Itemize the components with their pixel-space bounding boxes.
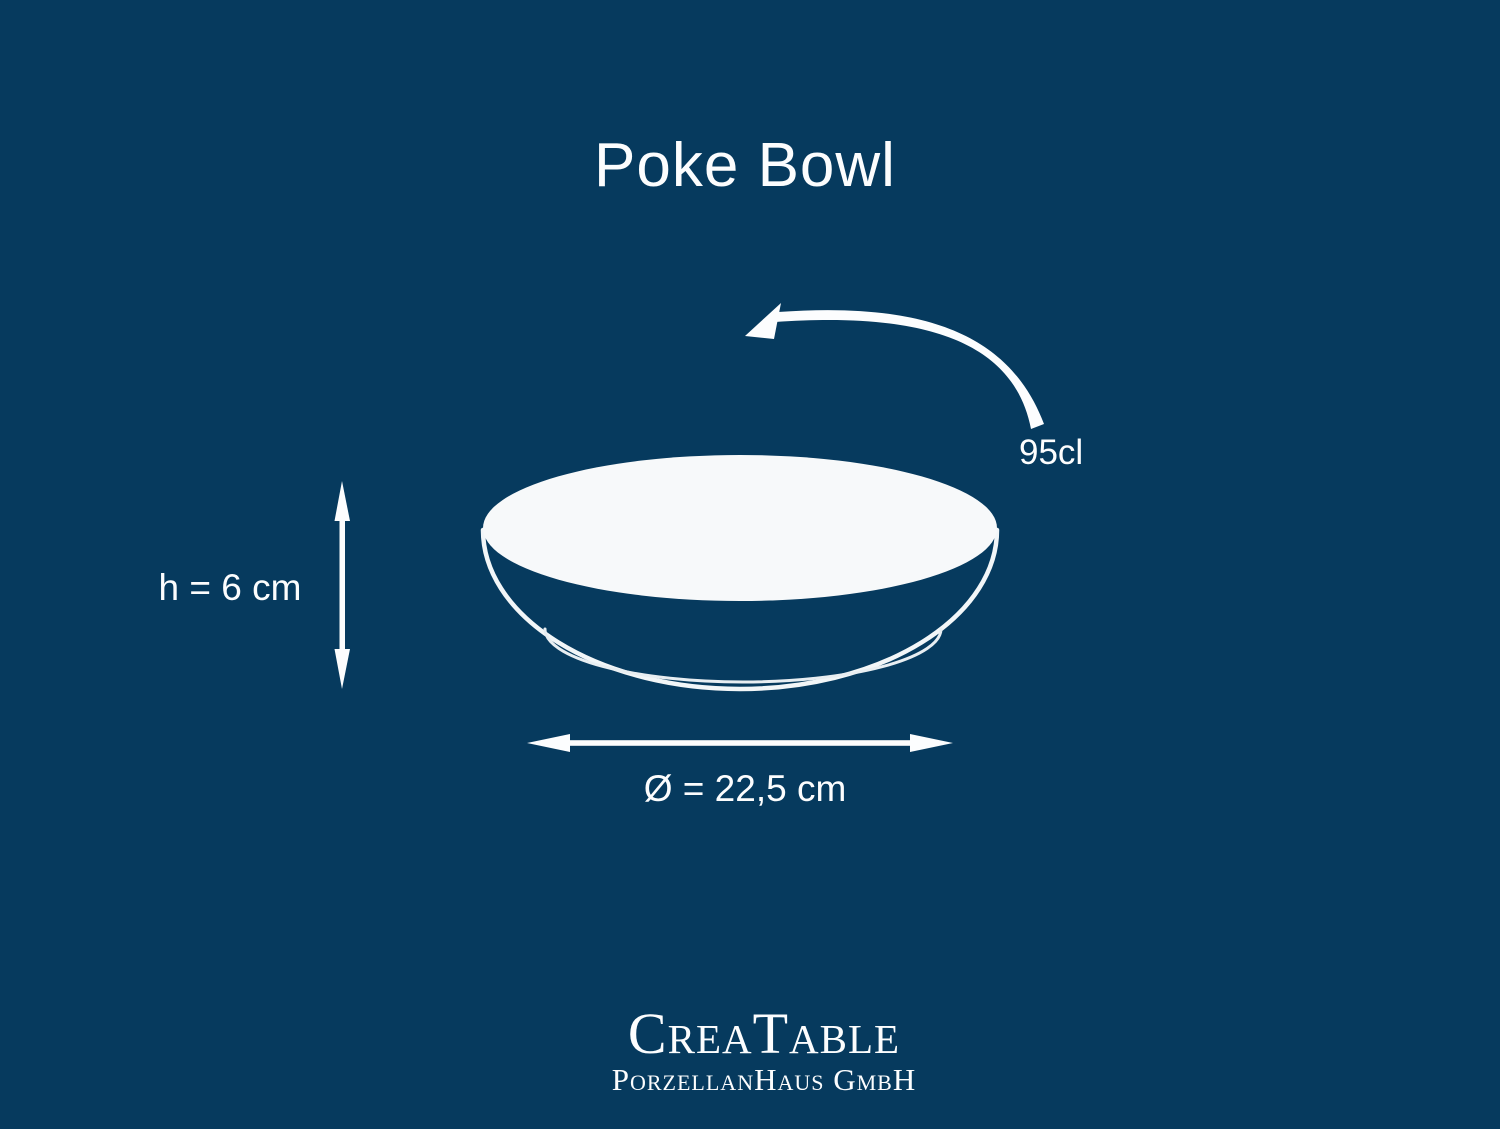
brand-subtitle: PorzellanHaus GmbH [611, 1062, 917, 1097]
diameter-dimension-label: Ø = 22,5 cm [643, 768, 847, 809]
brand-logo: CreaTable PorzellanHaus GmbH [611, 1001, 917, 1097]
bowl-body-outline [480, 527, 1000, 692]
height-arrow-icon [334, 481, 350, 689]
bowl-illustration [480, 455, 1000, 692]
brand-name: CreaTable [627, 1001, 901, 1066]
page-title: Poke Bowl [594, 131, 896, 200]
capacity-arrow-icon [745, 303, 1044, 429]
bowl-foot-line [543, 627, 943, 684]
diameter-arrow-icon [527, 734, 953, 752]
capacity-label: 95cl [1019, 433, 1084, 472]
bowl-opening [483, 455, 997, 601]
height-dimension-label: h = 6 cm [158, 567, 302, 608]
